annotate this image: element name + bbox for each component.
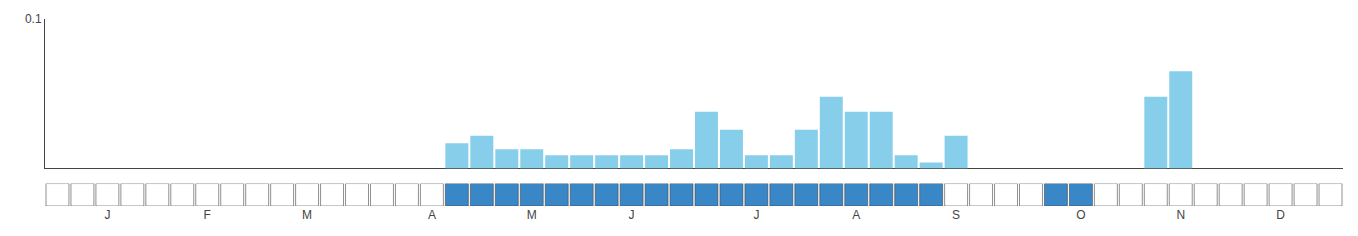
svg-text:M: M bbox=[302, 208, 312, 222]
svg-text:O: O bbox=[1076, 208, 1085, 222]
svg-text:F: F bbox=[204, 208, 211, 222]
svg-text:J: J bbox=[753, 208, 759, 222]
svg-text:0.1: 0.1 bbox=[25, 12, 42, 26]
svg-text:N: N bbox=[1176, 208, 1185, 222]
svg-text:J: J bbox=[629, 208, 635, 222]
svg-text:M: M bbox=[527, 208, 537, 222]
svg-text:D: D bbox=[1276, 208, 1285, 222]
svg-text:A: A bbox=[428, 208, 436, 222]
svg-text:S: S bbox=[952, 208, 960, 222]
svg-text:J: J bbox=[104, 208, 110, 222]
svg-text:A: A bbox=[852, 208, 860, 222]
